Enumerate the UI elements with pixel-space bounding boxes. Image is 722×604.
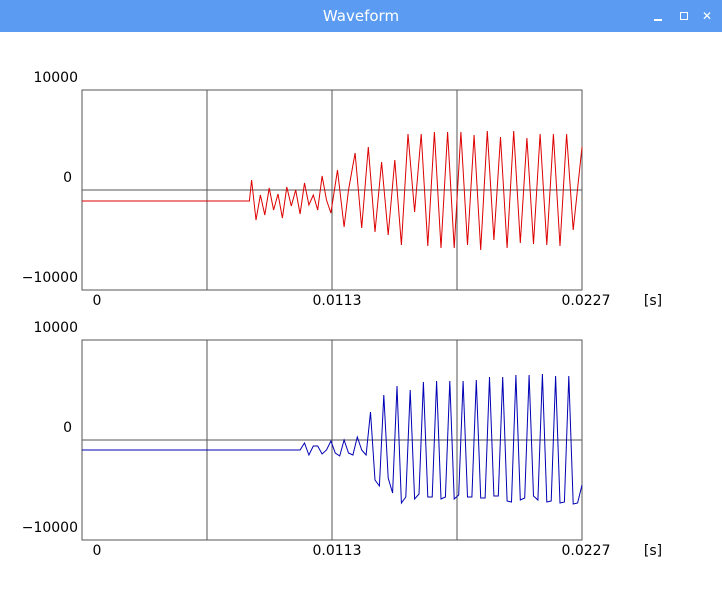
maximize-button[interactable] xyxy=(677,9,691,23)
x-unit-label: [s] xyxy=(644,293,662,309)
minimize-button[interactable] xyxy=(651,9,665,23)
x-tick-label: 0.0113 xyxy=(313,543,362,559)
raw-waveform-line xyxy=(82,130,583,251)
x-unit-label: [s] xyxy=(644,543,662,559)
x-tick-label: 0.0227 xyxy=(562,543,611,559)
x-tick-label: 0 xyxy=(93,293,102,309)
raw-waveform-plot: 10000 0 −10000 0 0.0113 0.0227 [s] xyxy=(22,70,662,309)
waveform-plots: 10000 0 −10000 0 0.0113 0.0227 [s] 10000… xyxy=(22,70,662,559)
title-bar: Waveform ✕ xyxy=(0,0,722,32)
y-tick-label: 0 xyxy=(63,170,72,186)
close-icon: ✕ xyxy=(701,9,713,23)
maximize-icon xyxy=(680,12,688,20)
y-tick-label: 0 xyxy=(63,420,72,436)
y-tick-label: 10000 xyxy=(33,320,78,336)
y-tick-label: −10000 xyxy=(22,520,78,536)
x-tick-label: 0 xyxy=(93,543,102,559)
minimize-icon xyxy=(654,19,662,21)
close-button[interactable]: ✕ xyxy=(700,9,714,23)
y-tick-label: −10000 xyxy=(22,270,78,286)
x-tick-label: 0.0113 xyxy=(313,293,362,309)
window-title: Waveform xyxy=(322,7,400,25)
filtered-waveform-plot: 10000 0 −10000 0 0.0113 0.0227 [s] xyxy=(22,320,662,559)
waveform-canvas: 10000 0 −10000 0 0.0113 0.0227 [s] 10000… xyxy=(0,32,722,600)
x-tick-label: 0.0227 xyxy=(562,293,611,309)
filtered-waveform-line xyxy=(82,373,583,505)
y-tick-label: 10000 xyxy=(33,70,78,86)
